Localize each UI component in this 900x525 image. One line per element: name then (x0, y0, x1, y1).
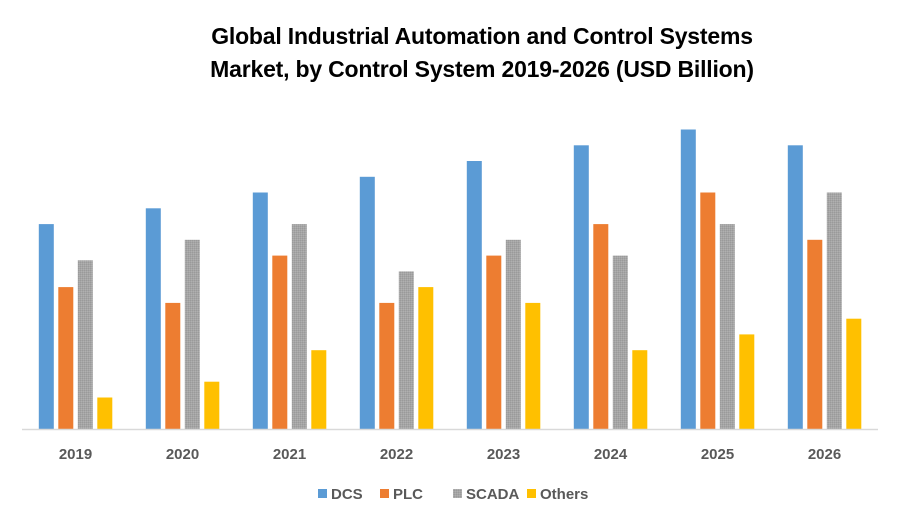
bar-plc-2021 (272, 255, 288, 429)
bar-plc-2023 (486, 255, 502, 429)
chart-title-line-1: Global Industrial Automation and Control… (211, 23, 753, 49)
bar-dcs-2020 (145, 208, 161, 429)
bar-others-2022 (418, 287, 434, 429)
legend-swatch-dcs (318, 489, 327, 498)
bar-others-2021 (311, 350, 327, 429)
bar-scada-2024 (612, 255, 628, 429)
legend-label-others: Others (540, 486, 588, 503)
bar-others-2023 (525, 302, 541, 429)
bar-others-2026 (846, 318, 862, 429)
bar-scada-2021 (291, 224, 307, 429)
bar-dcs-2025 (680, 129, 696, 429)
legend-label-dcs: DCS (331, 486, 363, 503)
bar-plc-2019 (58, 287, 74, 429)
x-tick-label-2022: 2022 (380, 446, 413, 463)
bar-scada-2023 (505, 239, 521, 429)
bar-others-2024 (632, 350, 648, 429)
legend-swatch-others (527, 489, 536, 498)
bar-others-2025 (739, 334, 755, 429)
x-tick-label-2021: 2021 (273, 446, 306, 463)
chart-title-line-2: Market, by Control System 2019-2026 (USD… (210, 56, 754, 82)
x-tick-label-2024: 2024 (594, 446, 628, 463)
bar-plc-2020 (165, 302, 181, 429)
x-tick-label-2023: 2023 (487, 446, 520, 463)
bar-dcs-2019 (38, 224, 54, 429)
bar-plc-2024 (593, 224, 609, 429)
bar-plc-2025 (700, 192, 716, 429)
chart-title: Global Industrial Automation and Control… (80, 20, 884, 86)
x-tick-label-2019: 2019 (59, 446, 92, 463)
legend: DCS PLC SCADA Others (318, 486, 588, 503)
bar-others-2020 (204, 381, 220, 429)
bar-scada-2019 (77, 260, 93, 429)
bar-others-2019 (97, 397, 113, 429)
x-tick-labels: 2019 2020 2021 2022 2023 2024 2025 2026 (59, 446, 841, 463)
legend-label-plc: PLC (393, 486, 423, 503)
x-tick-label-2020: 2020 (166, 446, 199, 463)
bar-scada-2025 (719, 224, 735, 429)
bar-scada-2020 (184, 239, 200, 429)
legend-swatch-scada (453, 489, 462, 498)
bar-scada-2022 (398, 271, 414, 429)
bars-layer (38, 129, 862, 430)
legend-label-scada: SCADA (466, 486, 520, 503)
bar-scada-2026 (826, 192, 842, 429)
x-tick-label-2025: 2025 (701, 446, 734, 463)
bar-dcs-2026 (787, 145, 803, 430)
bar-plc-2022 (379, 302, 395, 429)
legend-swatch-plc (380, 489, 389, 498)
bar-dcs-2021 (252, 192, 268, 429)
bar-dcs-2024 (573, 145, 589, 430)
bar-dcs-2023 (466, 161, 482, 429)
x-tick-label-2026: 2026 (808, 446, 841, 463)
bar-plc-2026 (807, 239, 823, 429)
bar-dcs-2022 (359, 176, 375, 429)
